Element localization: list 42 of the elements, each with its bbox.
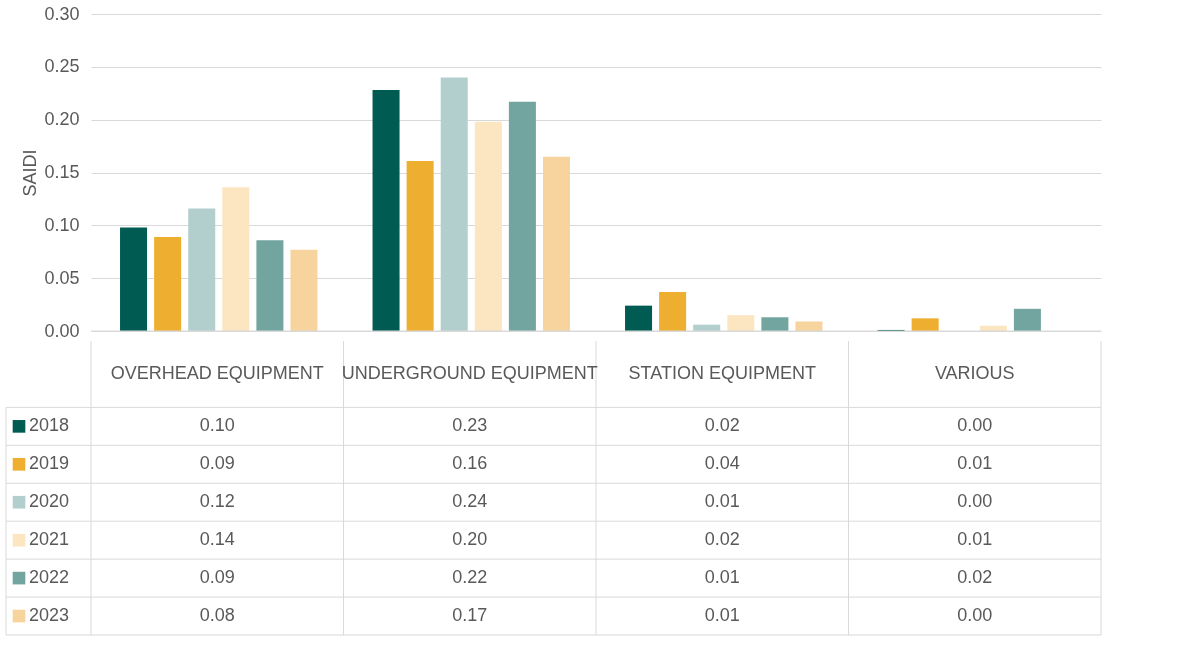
y-tick-label: 0.30: [44, 3, 80, 24]
data-label: 0.01: [957, 453, 993, 474]
data-label: 0.17: [452, 605, 488, 626]
data-label: 0.02: [704, 415, 740, 436]
data-label: 0.01: [704, 491, 740, 512]
y-tick-label: 0.20: [44, 109, 80, 130]
legend-label: 2021: [29, 529, 70, 550]
legend-label: 2023: [29, 605, 70, 626]
data-label: 0.10: [199, 415, 235, 436]
data-label: 0.01: [957, 529, 993, 550]
x-tick-label: STATION EQUIPMENT: [628, 363, 816, 384]
y-tick-label: 0.25: [44, 56, 80, 77]
legend-label: 2020: [29, 491, 70, 512]
data-label: 0.00: [957, 415, 993, 436]
legend-label: 2019: [29, 453, 70, 474]
x-tick-label: OVERHEAD EQUIPMENT: [110, 363, 324, 384]
data-label: 0.01: [704, 605, 740, 626]
y-axis-title: SAIDI: [20, 149, 41, 197]
data-label: 0.14: [199, 529, 235, 550]
data-label: 0.23: [452, 415, 488, 436]
y-tick-label: 0.15: [44, 162, 80, 182]
data-label: 0.02: [704, 529, 740, 550]
data-label: 0.02: [957, 567, 993, 588]
data-label: 0.08: [199, 605, 235, 626]
y-tick-label: 0.05: [44, 267, 80, 288]
y-tick-label: 0.10: [44, 214, 80, 235]
data-label: 0.20: [452, 529, 488, 550]
data-label: 0.00: [957, 491, 993, 512]
data-label: 0.04: [704, 453, 740, 474]
data-label: 0.12: [199, 491, 235, 512]
data-label: 0.24: [452, 491, 488, 512]
data-label: 0.09: [199, 453, 235, 474]
legend-label: 2022: [29, 567, 70, 588]
y-tick-label: 0.00: [44, 320, 80, 341]
x-tick-label: VARIOUS: [934, 363, 1015, 384]
x-tick-label: UNDERGROUND EQUIPMENT: [341, 363, 598, 384]
legend-label: 2018: [29, 415, 70, 436]
data-label: 0.09: [199, 567, 235, 588]
data-label: 0.22: [452, 567, 488, 588]
data-label: 0.00: [957, 605, 993, 626]
data-label: 0.16: [452, 453, 488, 474]
data-label: 0.01: [704, 567, 740, 588]
